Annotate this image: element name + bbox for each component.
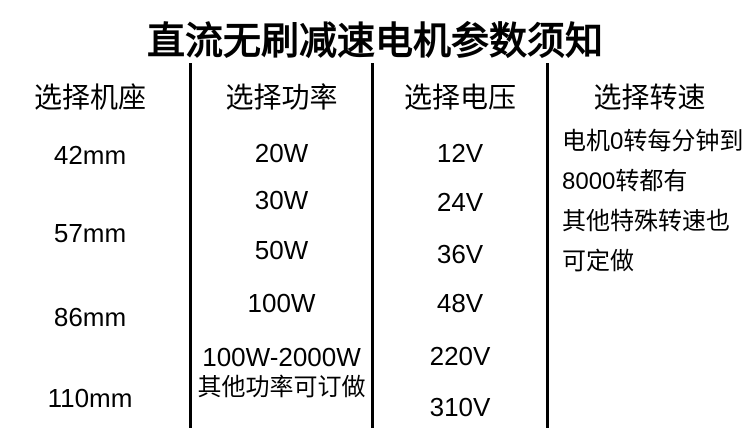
power-option: 20W (254, 138, 309, 168)
speed-header: 选择转速 (593, 82, 706, 113)
voltage-option: 24V (436, 187, 484, 217)
column-voltage: 选择电压 12V 24V 36V 48V 220V 310V (374, 0, 546, 428)
speed-notes: 电机0转每分钟到 8000转都有 其他特殊转速也 可定做 (562, 122, 747, 282)
frame-size-header: 选择机座 (33, 82, 146, 113)
speed-note-line: 电机0转每分钟到 (562, 128, 744, 155)
voltage-option: 48V (436, 288, 484, 318)
voltage-option: 310V (429, 392, 491, 422)
voltage-header: 选择电压 (403, 82, 516, 113)
column-speed: 选择转速 电机0转每分钟到 8000转都有 其他特殊转速也 可定做 (549, 0, 750, 428)
power-option: 100W (247, 288, 316, 318)
speed-note-line: 可定做 (562, 248, 634, 275)
voltage-option: 12V (436, 138, 484, 168)
speed-note-line: 其他特殊转速也 (562, 208, 730, 235)
column-power: 选择功率 20W 30W 50W 100W 100W-2000W 其他功率可订做 (192, 0, 371, 428)
frame-size-option: 57mm (53, 218, 127, 248)
power-custom-note: 其他功率可订做 (197, 374, 366, 401)
voltage-option: 36V (436, 239, 484, 269)
page-title: 直流无刷减速电机参数须知 (146, 21, 603, 63)
power-option: 100W-2000W (202, 342, 361, 372)
frame-size-option: 42mm (53, 140, 127, 170)
column-divider-3 (546, 63, 549, 428)
power-option: 30W (254, 185, 309, 215)
voltage-option: 220V (429, 341, 491, 371)
frame-size-option: 86mm (53, 302, 127, 332)
frame-size-option: 110mm (47, 383, 133, 413)
power-option: 50W (254, 235, 309, 265)
power-header: 选择功率 (225, 82, 338, 113)
column-divider-1 (189, 63, 192, 428)
column-frame-size: 选择机座 42mm 57mm 86mm 110mm (0, 0, 180, 428)
speed-note-line: 8000转都有 (562, 168, 688, 195)
column-divider-2 (371, 63, 374, 428)
